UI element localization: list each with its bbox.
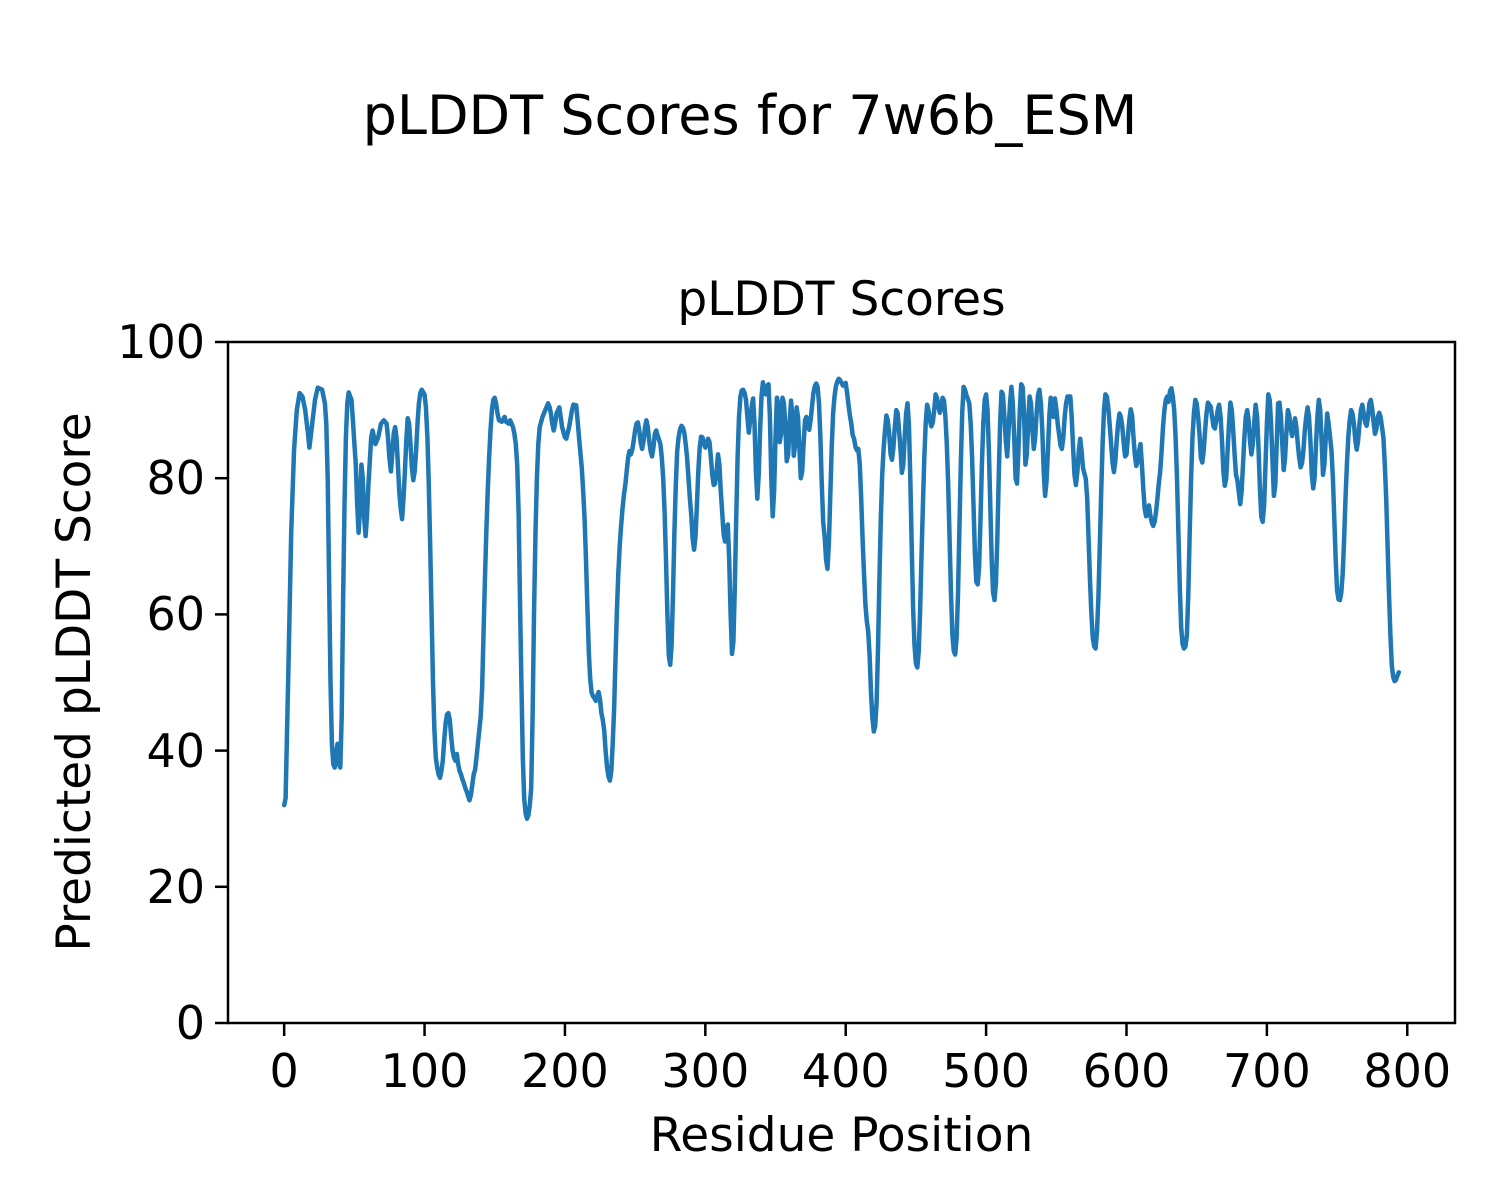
y-tick-label: 80	[146, 451, 205, 506]
x-tick-label: 600	[1082, 1044, 1171, 1098]
x-tick-label: 0	[269, 1044, 299, 1098]
x-tick-label: 100	[380, 1044, 469, 1098]
y-tick-label: 0	[175, 996, 205, 1050]
axes-title: pLDDT Scores	[677, 272, 1006, 327]
x-axis-label: Residue Position	[649, 1108, 1034, 1163]
plddt-line	[281, 376, 1402, 821]
x-tick-label: 200	[521, 1044, 609, 1098]
axes-spines	[226, 340, 1457, 1025]
y-tick-label: 40	[146, 723, 205, 778]
x-tick-label: 400	[801, 1044, 890, 1098]
y-tick-label: 60	[146, 587, 205, 642]
x-tick-label: 300	[661, 1044, 750, 1098]
figure-title: pLDDT Scores for 7w6b_ESM	[362, 84, 1138, 147]
y-tick-label: 20	[146, 859, 205, 914]
y-tick-label: 100	[117, 315, 205, 369]
x-tick-label: 500	[942, 1044, 1030, 1098]
x-tick-label: 800	[1363, 1044, 1452, 1098]
x-tick-label: 700	[1222, 1044, 1311, 1098]
